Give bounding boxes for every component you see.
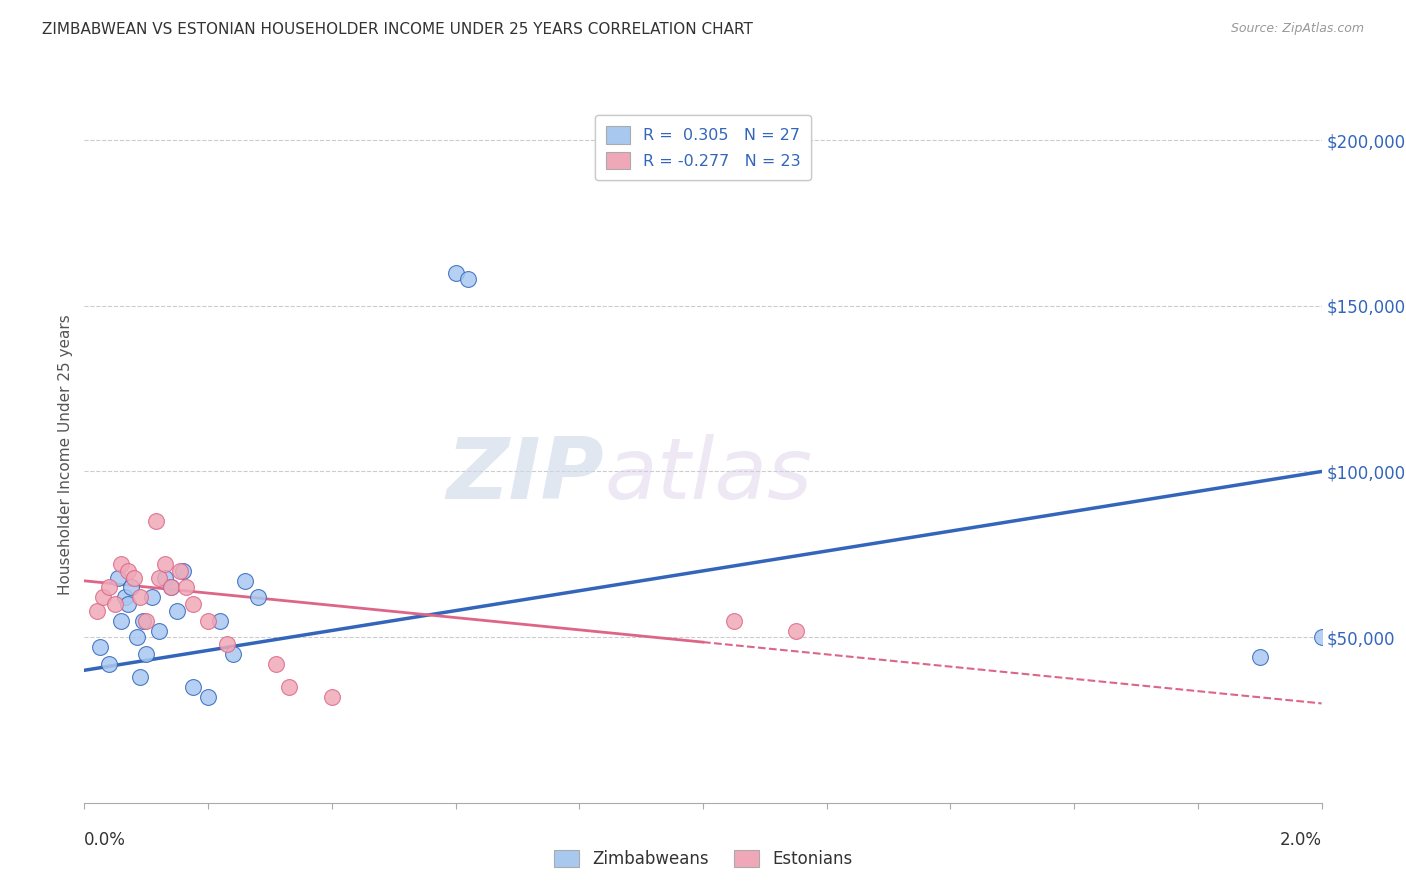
Point [181, 597, 204, 611]
Text: ZIP: ZIP [446, 434, 605, 517]
Point [723, 614, 745, 628]
Point [114, 591, 136, 605]
Point [122, 570, 145, 584]
Point [104, 597, 127, 611]
Point [110, 558, 132, 572]
Point [197, 614, 219, 628]
Point [125, 630, 148, 644]
Point [233, 574, 256, 588]
Point [160, 581, 183, 595]
Point [181, 680, 204, 694]
Point [172, 564, 194, 578]
Point [135, 647, 157, 661]
Point [444, 266, 467, 280]
Point [264, 657, 287, 671]
Point [120, 581, 142, 595]
Point [148, 624, 170, 638]
Point [176, 581, 198, 595]
Point [153, 570, 176, 584]
Point [98, 581, 121, 595]
Point [86, 604, 108, 618]
Point [89, 640, 111, 654]
Text: 2.0%: 2.0% [1279, 830, 1322, 848]
Point [1249, 650, 1271, 665]
Point [98, 657, 121, 671]
Legend: R =  0.305   N = 27, R = -0.277   N = 23: R = 0.305 N = 27, R = -0.277 N = 23 [595, 115, 811, 180]
Point [148, 570, 170, 584]
Point [129, 591, 152, 605]
Point [107, 570, 129, 584]
Legend: Zimbabweans, Estonians: Zimbabweans, Estonians [547, 843, 859, 875]
Point [135, 614, 157, 628]
Point [169, 564, 191, 578]
Point [91, 591, 114, 605]
Point [153, 558, 176, 572]
Point [277, 680, 299, 694]
Text: Source: ZipAtlas.com: Source: ZipAtlas.com [1230, 22, 1364, 36]
Y-axis label: Householder Income Under 25 years: Householder Income Under 25 years [58, 315, 73, 595]
Point [222, 647, 245, 661]
Point [1310, 630, 1333, 644]
Point [117, 597, 139, 611]
Point [110, 614, 132, 628]
Text: ZIMBABWEAN VS ESTONIAN HOUSEHOLDER INCOME UNDER 25 YEARS CORRELATION CHART: ZIMBABWEAN VS ESTONIAN HOUSEHOLDER INCOM… [42, 22, 754, 37]
Point [457, 272, 479, 286]
Point [197, 690, 219, 704]
Point [166, 604, 188, 618]
Text: atlas: atlas [605, 434, 813, 517]
Point [132, 614, 155, 628]
Point [785, 624, 807, 638]
Point [215, 637, 238, 651]
Point [145, 514, 167, 528]
Point [321, 690, 343, 704]
Point [209, 614, 232, 628]
Point [129, 670, 152, 684]
Text: 0.0%: 0.0% [84, 830, 127, 848]
Point [246, 591, 269, 605]
Point [141, 591, 163, 605]
Point [160, 581, 183, 595]
Point [117, 564, 139, 578]
